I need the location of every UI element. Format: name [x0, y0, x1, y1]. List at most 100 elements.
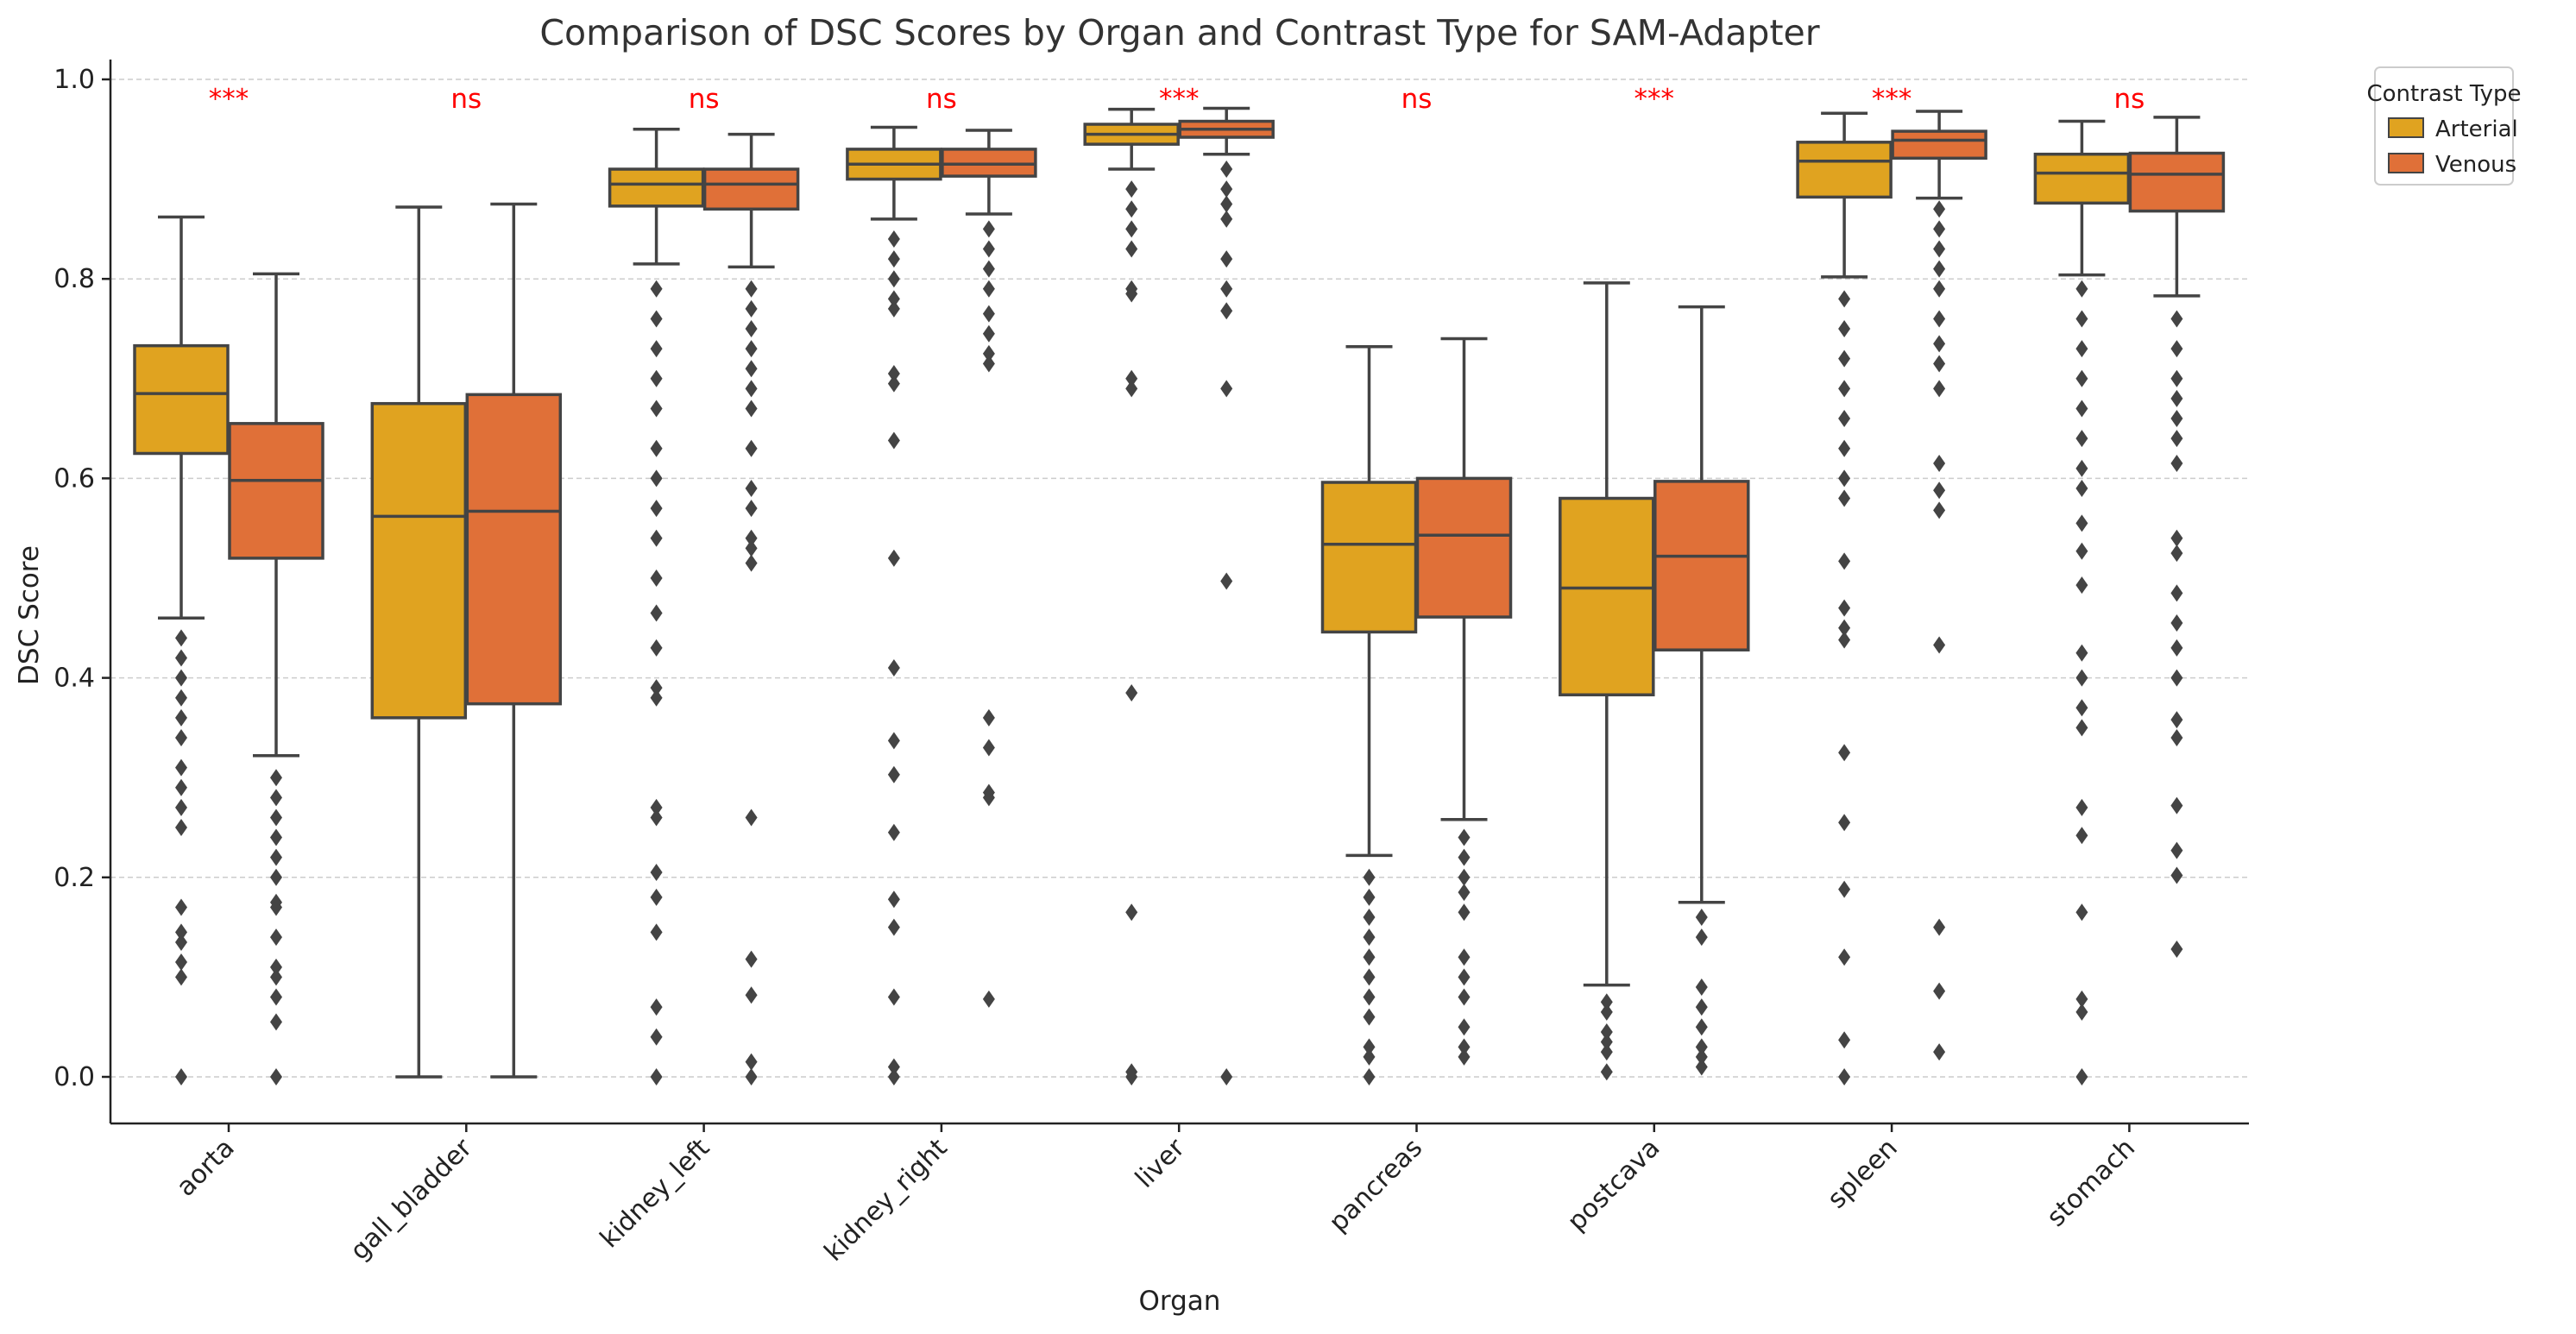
outlier-point	[745, 1068, 758, 1085]
outlier-point	[1363, 948, 1376, 966]
outlier-point	[1695, 1038, 1708, 1056]
outlier-point	[650, 639, 663, 657]
outlier-point	[650, 604, 663, 622]
outlier-point	[1838, 380, 1851, 398]
outlier-point	[1458, 848, 1471, 866]
outlier-point	[650, 888, 663, 906]
outlier-point	[175, 933, 187, 951]
outlier-point	[1600, 1033, 1613, 1051]
outlier-point	[745, 986, 758, 1004]
outlier-point	[2075, 340, 2088, 358]
outlier-point	[1695, 1058, 1708, 1076]
outlier-point	[2170, 430, 2183, 448]
outlier-point	[650, 679, 663, 697]
iqr-box	[608, 167, 705, 208]
outlier-point	[2170, 728, 2183, 746]
boxes-layer	[133, 106, 2226, 1085]
y-tick-label-0-2: 0.2	[54, 863, 95, 893]
outlier-point	[2170, 369, 2183, 387]
outlier-point	[1220, 180, 1233, 198]
outlier-point	[650, 798, 663, 816]
iqr-box	[465, 393, 563, 706]
outlier-point	[745, 360, 758, 378]
outlier-point	[1125, 180, 1138, 198]
significance-pancreas: ns	[1401, 84, 1433, 115]
outlier-point	[982, 260, 995, 278]
outlier-point	[650, 280, 663, 298]
iqr-box	[1559, 496, 1655, 697]
y-tick-label-1-0: 1.0	[54, 65, 95, 95]
outlier-point	[1695, 1048, 1708, 1066]
outlier-point	[2075, 1003, 2088, 1021]
outlier-point	[2075, 699, 2088, 717]
outlier-point	[1600, 993, 1613, 1011]
box-postcava-arterial	[1559, 281, 1655, 1081]
iqr-box	[133, 343, 230, 456]
outlier-point	[745, 400, 758, 418]
outlier-point	[1838, 1031, 1851, 1049]
significance-spleen: ***	[1872, 84, 1912, 115]
outlier-point	[982, 708, 995, 727]
outlier-point	[270, 1013, 282, 1031]
outlier-point	[887, 1058, 900, 1076]
outlier-point	[982, 280, 995, 298]
outlier-point	[270, 958, 282, 976]
outlier-point	[745, 340, 758, 358]
significance-kidney-left: ns	[689, 84, 720, 115]
outlier-point	[175, 778, 187, 796]
outlier-point	[175, 758, 187, 777]
outlier-point	[2075, 990, 2088, 1008]
iqr-box	[228, 422, 324, 560]
outlier-point	[1125, 285, 1138, 303]
outlier-point	[175, 728, 187, 746]
outlier-point	[650, 569, 663, 587]
outlier-point	[175, 689, 187, 707]
box-kidney-right-arterial	[846, 125, 942, 1085]
outlier-point	[2170, 639, 2183, 657]
outlier-point	[1838, 880, 1851, 898]
box-liver-venous	[1178, 106, 1275, 1085]
outlier-point	[2075, 542, 2088, 560]
outlier-point	[745, 479, 758, 497]
outlier-point	[175, 629, 187, 647]
outlier-point	[1838, 410, 1851, 428]
outlier-point	[650, 369, 663, 387]
box-liver-arterial	[1083, 107, 1180, 1085]
box-pancreas-arterial	[1320, 345, 1418, 1085]
legend-label-venous: Venous	[2435, 152, 2516, 178]
outlier-point	[175, 708, 187, 727]
outlier-point	[982, 739, 995, 757]
iqr-box	[1415, 476, 1513, 619]
outlier-point	[982, 789, 995, 807]
outlier-point	[887, 918, 900, 936]
outlier-point	[982, 220, 995, 238]
outlier-point	[270, 809, 282, 827]
outlier-point	[887, 659, 900, 677]
outlier-point	[650, 864, 663, 882]
outlier-point	[2075, 827, 2088, 845]
outlier-point	[887, 270, 900, 288]
outlier-point	[1458, 828, 1471, 846]
significance-gall-bladder: ns	[450, 84, 482, 115]
outlier-point	[1933, 200, 1946, 218]
iqr-box	[1653, 480, 1750, 651]
outlier-point	[887, 290, 900, 308]
box-kidney-left-venous	[702, 132, 800, 1085]
outlier-point	[270, 988, 282, 1006]
outlier-point	[887, 230, 900, 248]
outlier-point	[1600, 1003, 1613, 1021]
outlier-point	[982, 990, 995, 1008]
outlier-point	[1220, 195, 1233, 213]
outlier-point	[887, 890, 900, 909]
y-axis-label: DSC Score	[14, 545, 45, 685]
outlier-point	[1695, 909, 1708, 927]
outlier-point	[2075, 576, 2088, 595]
outlier-point	[1458, 948, 1471, 966]
outlier-point	[1363, 968, 1376, 986]
outlier-point	[2075, 1068, 2088, 1085]
outlier-point	[1363, 988, 1376, 1006]
outlier-point	[1933, 636, 1946, 654]
outlier-point	[887, 250, 900, 268]
outlier-point	[2075, 644, 2088, 662]
